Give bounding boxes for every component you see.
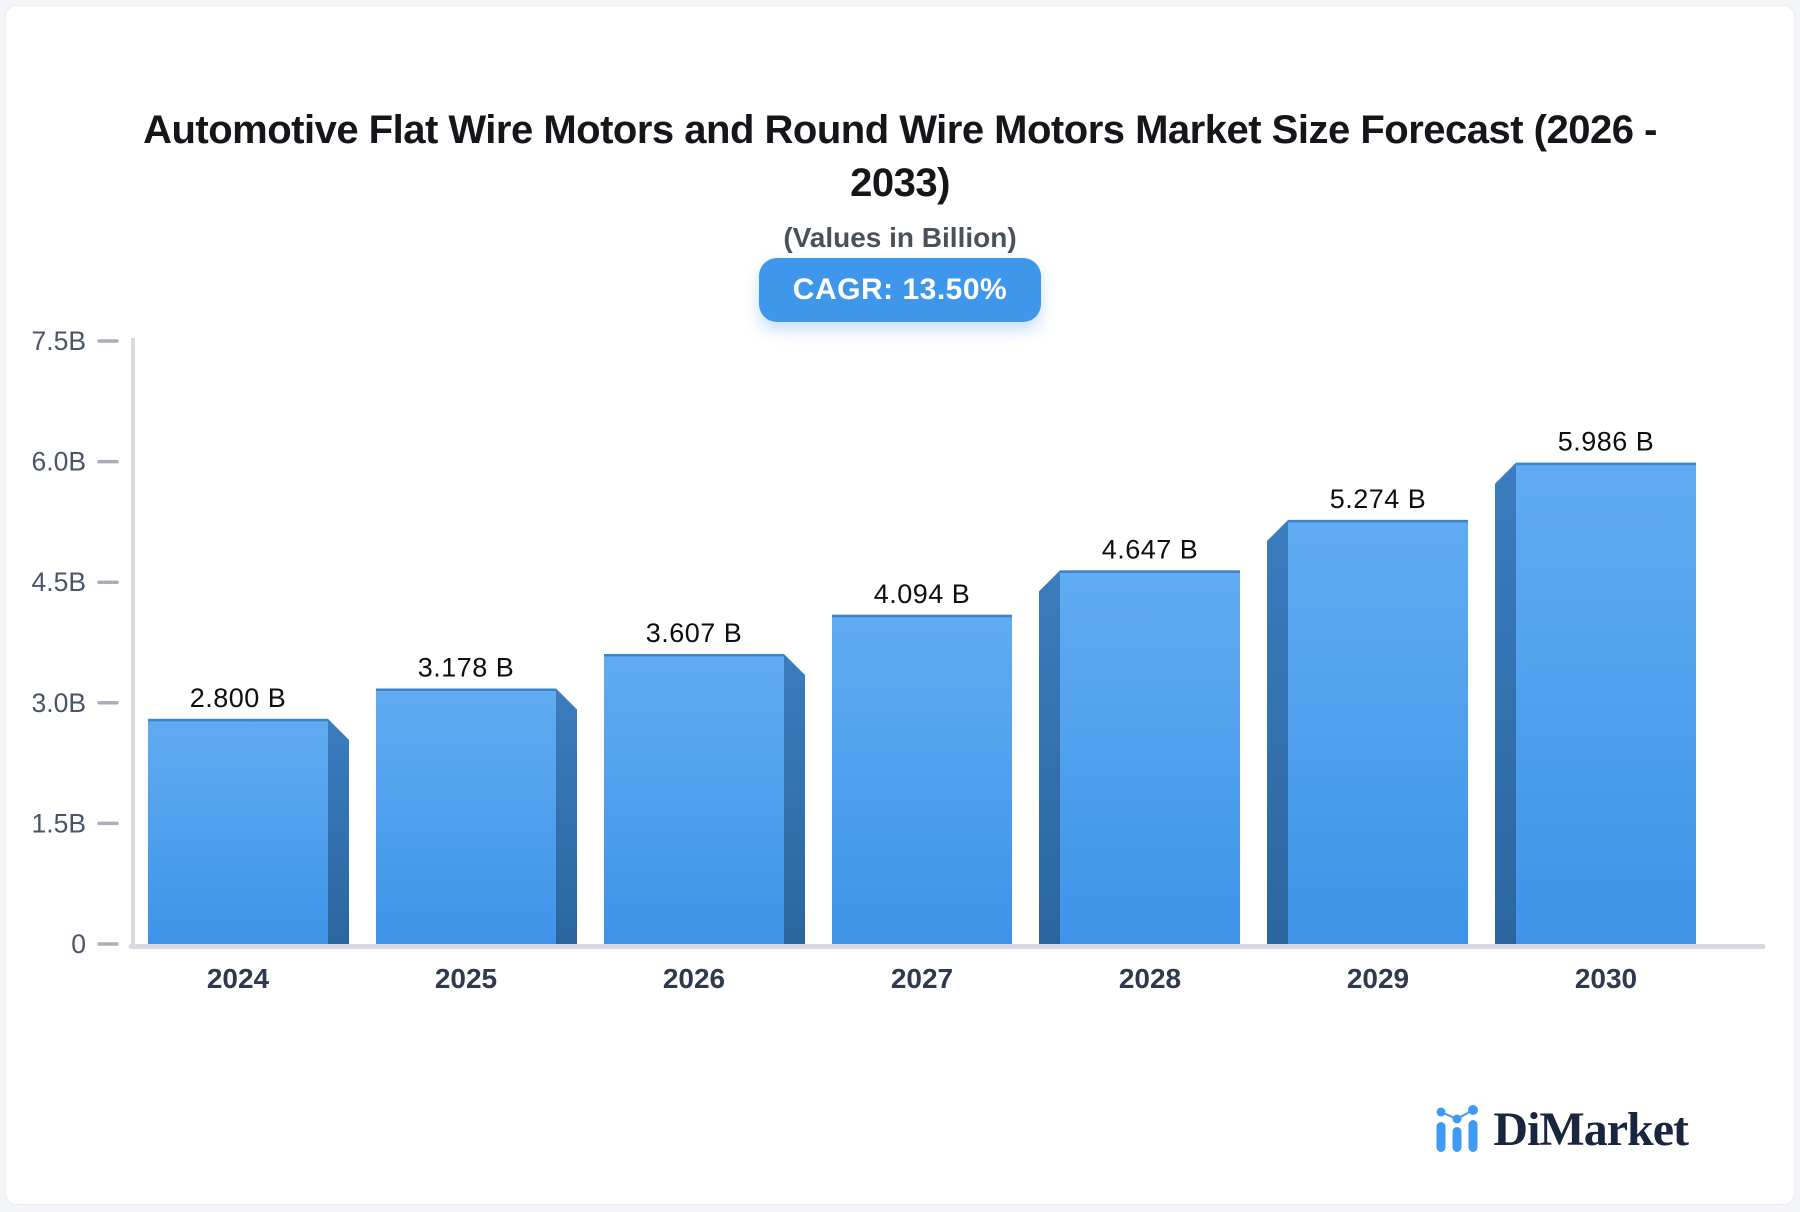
x-tick-label-2027: 2027 (891, 963, 953, 994)
bar-face-2030 (1516, 462, 1696, 944)
bar-value-label-2028: 4.647 B (1102, 534, 1199, 564)
bar-face-2026 (604, 653, 784, 944)
x-tick-label-2026: 2026 (663, 963, 725, 994)
y-tick-label-7.5B: 7.5B (31, 326, 86, 356)
x-tick-label-2030: 2030 (1575, 963, 1637, 994)
bar-face-2024 (148, 718, 328, 944)
brand-logo-text: DiMarket (1493, 1103, 1689, 1156)
y-tick-label-4.5B: 4.5B (31, 567, 86, 597)
bar-face-2028 (1060, 570, 1240, 944)
bar-side-2029 (1267, 519, 1288, 944)
bar-value-label-2029: 5.274 B (1330, 484, 1427, 514)
y-tick-label-0: 0 (71, 929, 86, 959)
bar-side-2030 (1495, 462, 1516, 944)
cagr-badge: CAGR: 13.50% (758, 258, 1042, 322)
bar-group-2024: 2.800 B (148, 683, 349, 944)
bar-group-2030: 5.986 B (1495, 427, 1696, 944)
bar-side-2028 (1039, 570, 1060, 944)
y-tick-label-3.0B: 3.0B (31, 688, 86, 718)
x-tick-label-2028: 2028 (1119, 963, 1181, 994)
bar-value-label-2030: 5.986 B (1558, 427, 1655, 457)
bar-group-2027: 4.094 B (832, 579, 1012, 944)
y-tick-label-6.0B: 6.0B (31, 447, 86, 477)
cagr-badge-wrap: CAGR: 13.50% (0, 258, 1800, 322)
brand-logo: DiMarket (1435, 1103, 1689, 1156)
x-tick-label-2029: 2029 (1347, 963, 1409, 994)
chart-title-line-1: Automotive Flat Wire Motors and Round Wi… (143, 108, 1657, 152)
bar-value-label-2024: 2.800 B (190, 683, 287, 713)
bar-group-2025: 3.178 B (376, 652, 577, 944)
bar-group-2026: 3.607 B (604, 618, 805, 944)
bar-side-2026 (784, 653, 805, 944)
brand-logo-chart-icon (1436, 1105, 1479, 1152)
bar-value-label-2026: 3.607 B (646, 618, 743, 648)
chart-subtitle: (Values in Billion) (783, 222, 1017, 253)
bar-face-2025 (376, 688, 556, 944)
bar-face-2029 (1288, 519, 1468, 944)
chart-title: Automotive Flat Wire Motors and Round Wi… (0, 104, 1800, 210)
bar-group-2028: 4.647 B (1039, 534, 1240, 944)
x-tick-label-2025: 2025 (435, 963, 497, 994)
bar-value-label-2025: 3.178 B (418, 652, 515, 682)
bar-group-2029: 5.274 B (1267, 484, 1468, 944)
bar-face-2027 (832, 614, 1012, 944)
bar-side-2025 (556, 688, 577, 944)
bar-value-label-2027: 4.094 B (874, 579, 971, 609)
y-tick-label-1.5B: 1.5B (31, 808, 86, 838)
x-tick-label-2024: 2024 (207, 963, 270, 994)
bar-side-2024 (328, 718, 349, 944)
chart-title-line-2: 2033) (850, 161, 950, 205)
